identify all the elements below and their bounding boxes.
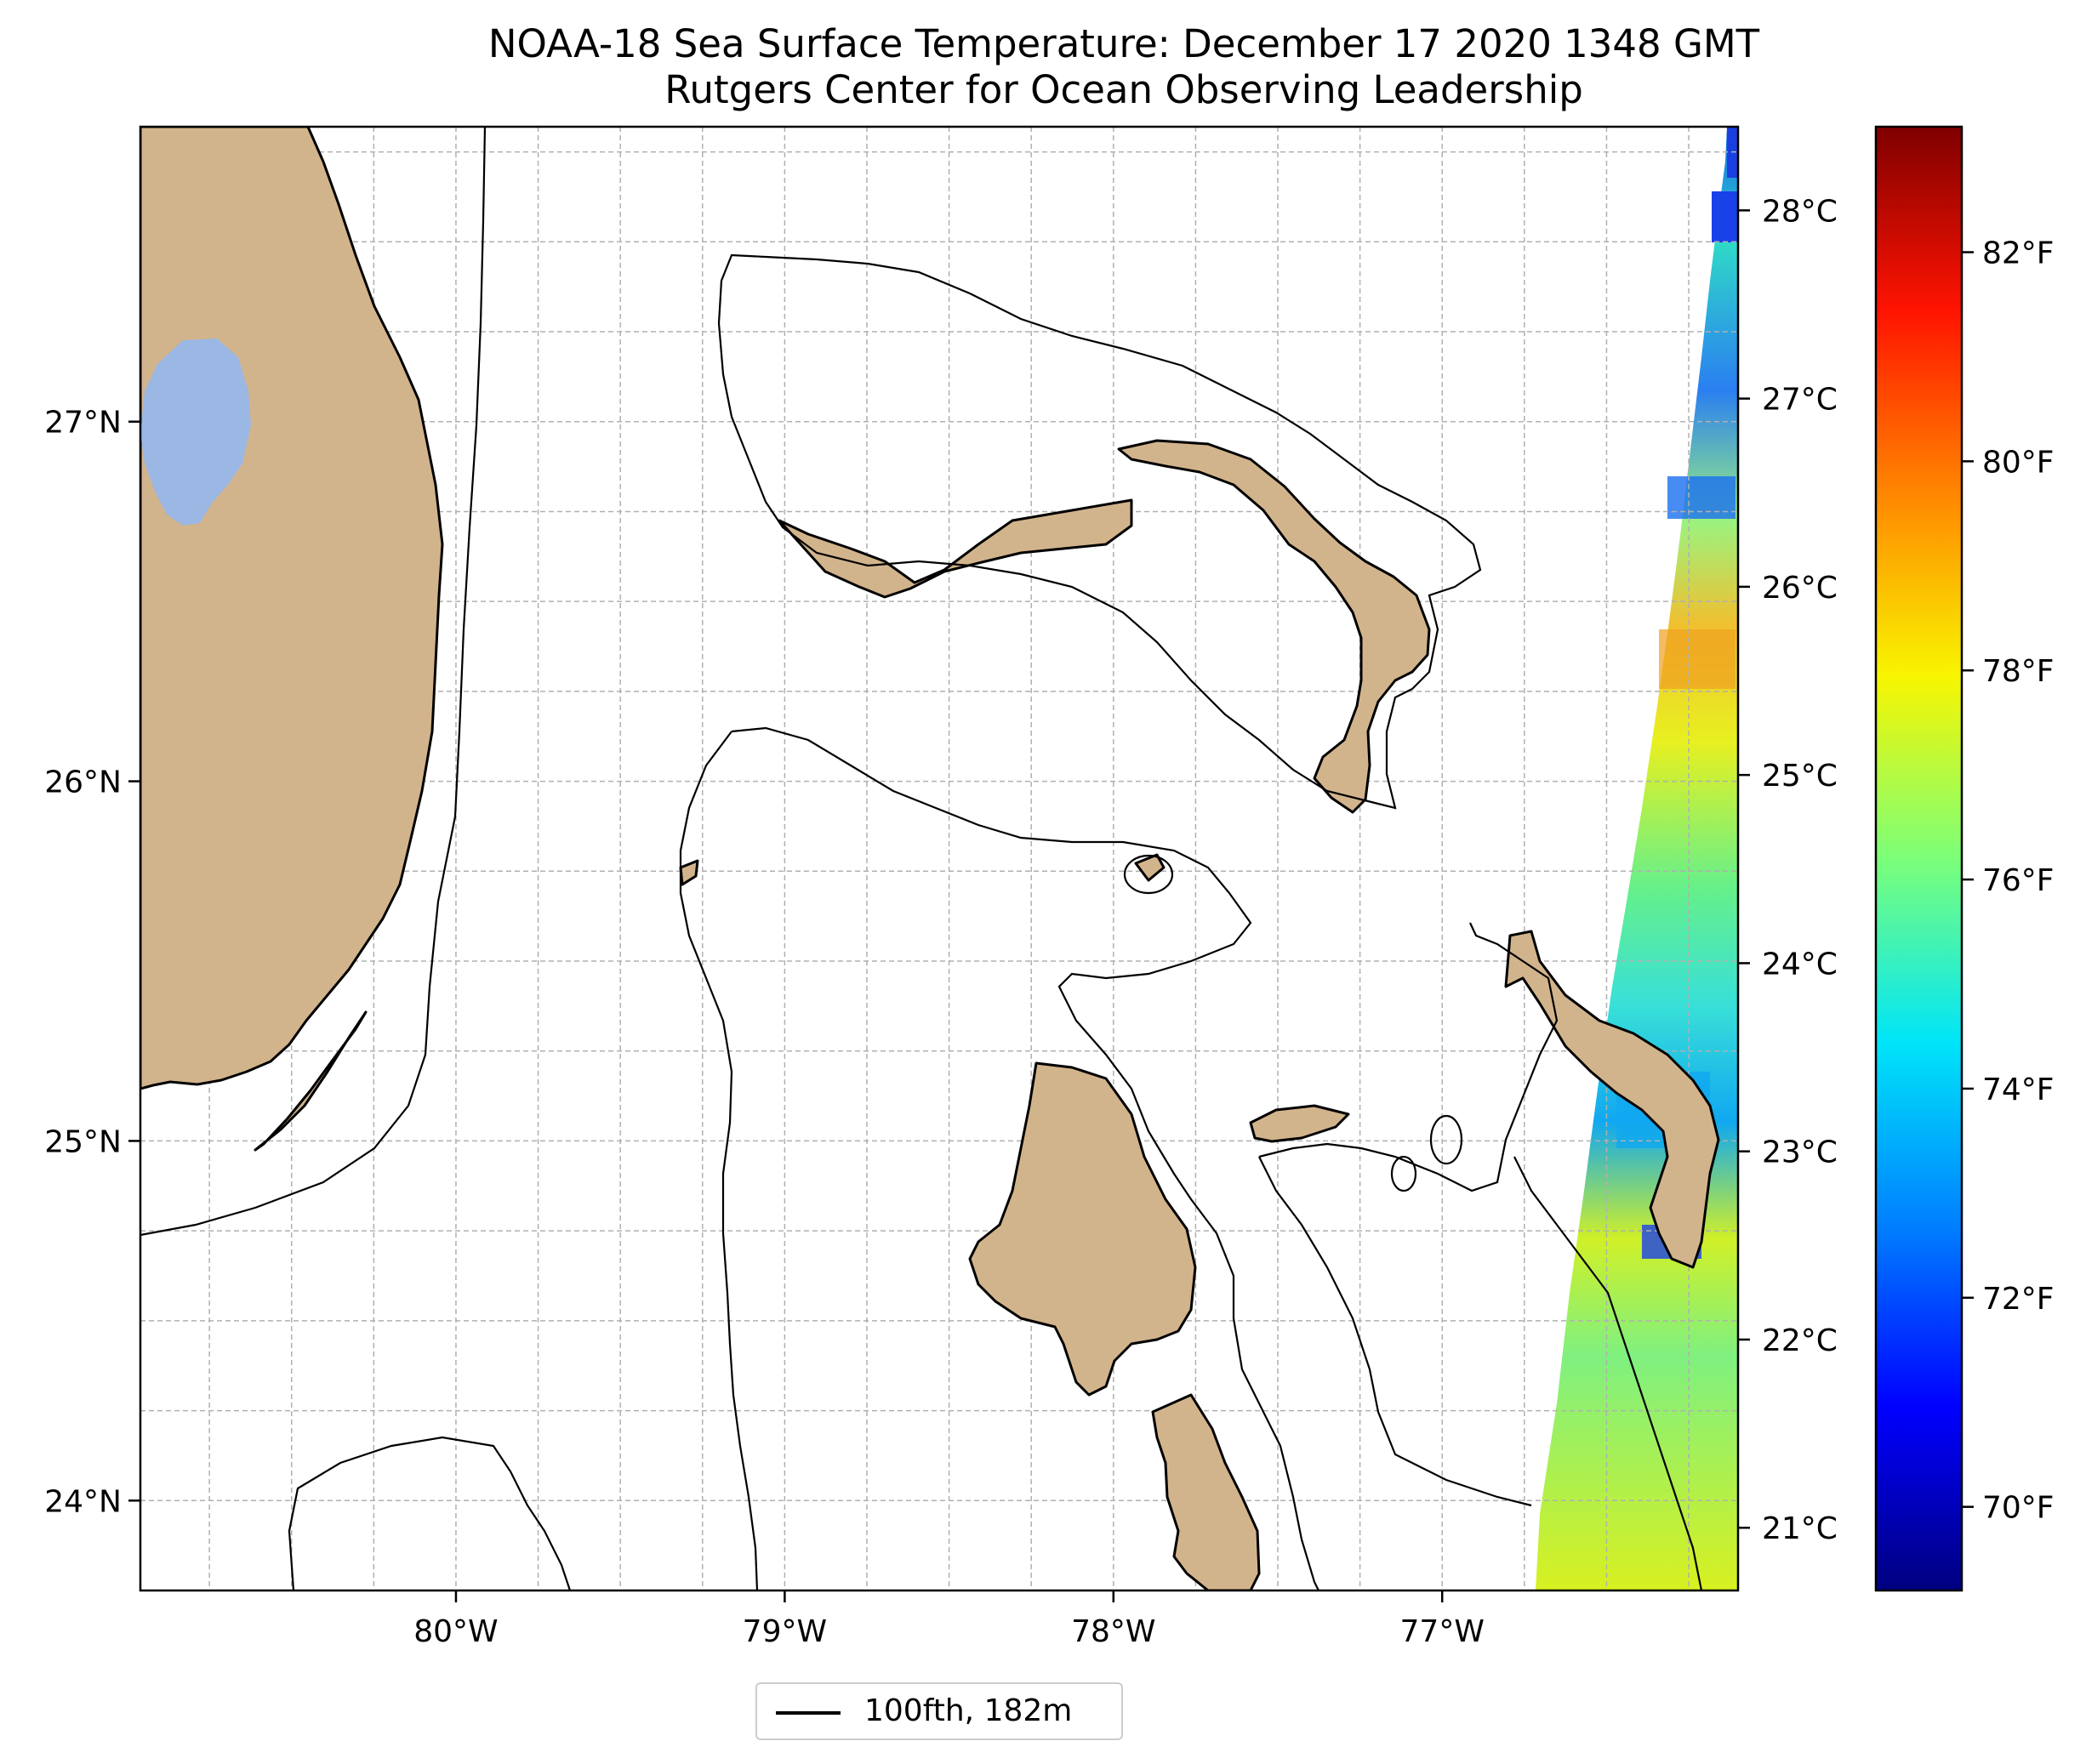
map-frame [139,125,1740,1592]
f-tick-label: 76°F [1982,863,2055,898]
longitude-axis: 80°W 79°W 78°W 77°W [413,1590,1485,1649]
lon-tick-label: 79°W [743,1614,827,1649]
c-tick-label: 26°C [1762,571,1838,606]
map-title: NOAA-18 Sea Surface Temperature: Decembe… [487,21,1760,66]
lat-tick-label: 25°N [44,1124,122,1159]
lon-tick-label: 80°W [413,1614,498,1649]
f-tick-label: 70°F [1982,1491,2055,1526]
f-tick-label: 78°F [1982,654,2055,689]
land-abaco [1117,439,1431,814]
landmasses [140,127,1720,1590]
legend: 100fth, 182m [755,1682,1123,1740]
land-new-providence [1249,1104,1350,1143]
land-berry-islands [1134,853,1166,882]
c-tick-label: 27°C [1762,383,1838,418]
c-tick-label: 24°C [1762,947,1838,982]
c-tick-label: 22°C [1762,1323,1838,1358]
bathymetry-contours [140,127,1703,1590]
map-area[interactable] [140,127,1738,1590]
c-tick-label: 21°C [1762,1511,1838,1546]
c-tick-label: 23°C [1762,1135,1838,1170]
lon-tick-label: 77°W [1400,1614,1485,1649]
land-eleuthera [1504,930,1720,1269]
c-tick-label: 28°C [1762,194,1838,229]
lat-tick-label: 26°N [44,765,122,800]
legend-line-swatch [776,1711,841,1715]
land-florida [140,127,444,1090]
f-tick-label: 80°F [1982,445,2055,480]
land-south-andros [1151,1393,1261,1590]
colorbar [1874,125,1963,1592]
sst-swath [1536,127,1738,1590]
celsius-axis: 28°C 27°C 26°C 25°C 24°C 23°C 22°C 21°C [1738,194,1838,1546]
lat-tick-label: 27°N [44,406,122,441]
land-bimini [679,859,699,886]
land-andros [968,1061,1197,1397]
lat-tick-label: 24°N [44,1484,122,1519]
f-tick-label: 72°F [1982,1282,2055,1317]
map-subtitle: Rutgers Center for Ocean Observing Leade… [664,67,1583,112]
land-florida-keys [254,1010,368,1152]
c-tick-label: 25°C [1762,759,1838,794]
latitude-axis: 24°N 25°N 26°N 27°N [44,406,140,1519]
lake-okeechobee [140,339,251,526]
land-grand-bahama [778,498,1133,599]
colorbar-axis: 82°F 80°F 78°F 76°F 74°F 72°F 70°F [1962,236,2055,1526]
legend-label: 100fth, 182m [864,1693,1073,1728]
lon-tick-label: 78°W [1071,1614,1155,1649]
f-tick-label: 74°F [1982,1073,2055,1107]
f-tick-label: 82°F [1982,236,2055,271]
